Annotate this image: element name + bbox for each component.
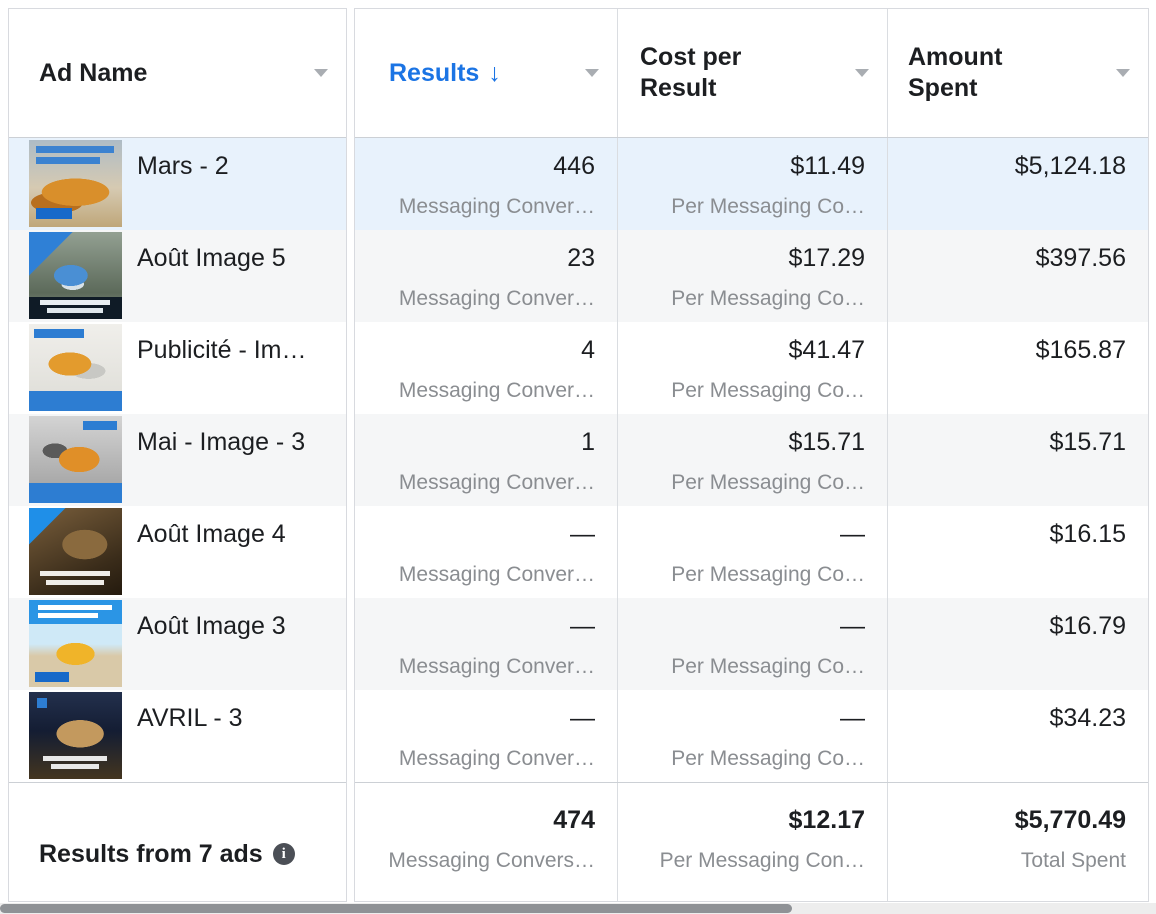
chevron-down-icon[interactable] bbox=[585, 69, 599, 77]
ad-name[interactable]: Août Image 4 bbox=[137, 520, 286, 548]
ad-name[interactable]: Août Image 3 bbox=[137, 612, 286, 640]
horizontal-scrollbar-thumb[interactable] bbox=[0, 904, 792, 913]
table-row[interactable]: — Messaging Conver… — Per Messaging Co… $3… bbox=[355, 690, 1148, 782]
cost-per-result-type: Per Messaging Co… bbox=[671, 471, 865, 494]
table-row[interactable]: — Messaging Conver… — Per Messaging Co… $1… bbox=[355, 598, 1148, 690]
ad-name-header-label: Ad Name bbox=[39, 58, 148, 87]
table-row[interactable]: Août Image 3 bbox=[9, 598, 346, 690]
results-header-label[interactable]: Results bbox=[389, 58, 480, 87]
cost-per-result-value: — bbox=[840, 704, 865, 732]
total-results-type: Messaging Convers… bbox=[388, 849, 595, 872]
total-spent-label: Total Spent bbox=[1020, 849, 1126, 872]
ad-name[interactable]: Publicité - Im… bbox=[137, 336, 307, 364]
ad-thumbnail[interactable] bbox=[29, 232, 122, 319]
frozen-column-divider bbox=[347, 8, 354, 902]
cost-per-result-value: $11.49 bbox=[790, 152, 865, 180]
results-type: Messaging Conver… bbox=[398, 471, 595, 494]
table-row[interactable]: 4 Messaging Conver… $41.47 Per Messaging C… bbox=[355, 322, 1148, 414]
total-cost-per-result-value: $12.17 bbox=[788, 806, 865, 834]
chevron-down-icon[interactable] bbox=[1116, 69, 1130, 77]
chevron-down-icon[interactable] bbox=[314, 69, 328, 77]
ad-name[interactable]: Mars - 2 bbox=[137, 152, 229, 180]
chevron-down-icon[interactable] bbox=[855, 69, 869, 77]
cost-per-result-value: — bbox=[840, 612, 865, 640]
table-row[interactable]: AVRIL - 3 bbox=[9, 690, 346, 782]
amount-spent-value: $165.87 bbox=[1035, 336, 1126, 364]
results-type: Messaging Conver… bbox=[398, 563, 595, 586]
ad-name[interactable]: AVRIL - 3 bbox=[137, 704, 243, 732]
amount-spent-column-header[interactable]: Amount Spent bbox=[887, 9, 1148, 137]
results-value: — bbox=[570, 704, 595, 732]
ad-thumbnail[interactable] bbox=[29, 140, 122, 227]
total-amount-spent-value: $5,770.49 bbox=[1014, 806, 1126, 834]
table-row[interactable]: Mars - 2 bbox=[9, 138, 346, 230]
info-icon[interactable]: i bbox=[272, 843, 295, 865]
cost-per-result-value: $41.47 bbox=[788, 336, 865, 364]
ad-name[interactable]: Août Image 5 bbox=[137, 244, 286, 272]
results-value: 1 bbox=[581, 428, 595, 456]
metrics-panel: Results ↓ Cost per Result Amount Spent 4… bbox=[354, 8, 1149, 902]
summary-label: Results from 7 ads bbox=[39, 839, 263, 868]
table-row[interactable]: Mai - Image - 3 bbox=[9, 414, 346, 506]
summary-row: 474 Messaging Convers… $12.17 Per Messagin… bbox=[355, 782, 1148, 901]
cost-per-result-type: Per Messaging Co… bbox=[671, 195, 865, 218]
total-cost-per-result-type: Per Messaging Con… bbox=[659, 849, 865, 872]
amount-spent-value: $16.79 bbox=[1049, 612, 1126, 640]
amount-spent-value: $5,124.18 bbox=[1014, 152, 1126, 180]
cost-per-result-type: Per Messaging Co… bbox=[671, 563, 865, 586]
results-value: — bbox=[570, 520, 595, 548]
ad-thumbnail[interactable] bbox=[29, 416, 122, 503]
cost-per-result-type: Per Messaging Co… bbox=[671, 655, 865, 678]
summary-row: Results from 7 ads i bbox=[9, 782, 346, 901]
ad-name-panel: Ad Name Mars - 2 Août Image 5 Publicité … bbox=[8, 8, 347, 902]
amount-spent-value: $34.23 bbox=[1049, 704, 1126, 732]
ad-name-header[interactable]: Ad Name bbox=[9, 9, 346, 138]
cost-per-result-value: $17.29 bbox=[788, 244, 865, 272]
results-column-header[interactable]: Results ↓ bbox=[355, 9, 617, 137]
results-type: Messaging Conver… bbox=[398, 379, 595, 402]
cost-per-result-header-label[interactable]: Cost per Result bbox=[640, 43, 742, 102]
table-row[interactable]: — Messaging Conver… — Per Messaging Co… $1… bbox=[355, 506, 1148, 598]
horizontal-scrollbar-track[interactable] bbox=[0, 903, 1156, 914]
total-results-value: 474 bbox=[553, 806, 595, 834]
cost-per-result-type: Per Messaging Co… bbox=[671, 287, 865, 310]
table-row[interactable]: Publicité - Im… bbox=[9, 322, 346, 414]
cost-per-result-type: Per Messaging Co… bbox=[671, 747, 865, 770]
table-row[interactable]: 1 Messaging Conver… $15.71 Per Messaging C… bbox=[355, 414, 1148, 506]
table-row[interactable]: 446 Messaging Conver… $11.49 Per Messaging… bbox=[355, 138, 1148, 230]
cost-per-result-value: $15.71 bbox=[788, 428, 865, 456]
results-type: Messaging Conver… bbox=[398, 287, 595, 310]
table-row[interactable]: 23 Messaging Conver… $17.29 Per Messaging … bbox=[355, 230, 1148, 322]
amount-spent-value: $15.71 bbox=[1049, 428, 1126, 456]
amount-spent-value: $16.15 bbox=[1049, 520, 1126, 548]
results-type: Messaging Conver… bbox=[398, 747, 595, 770]
results-value: 23 bbox=[567, 244, 595, 272]
cost-per-result-value: — bbox=[840, 520, 865, 548]
amount-spent-header-label[interactable]: Amount Spent bbox=[908, 43, 1003, 102]
amount-spent-value: $397.56 bbox=[1035, 244, 1126, 272]
sort-descending-icon[interactable]: ↓ bbox=[488, 58, 501, 87]
cost-per-result-type: Per Messaging Co… bbox=[671, 379, 865, 402]
table-row[interactable]: Août Image 5 bbox=[9, 230, 346, 322]
results-type: Messaging Conver… bbox=[398, 195, 595, 218]
results-value: — bbox=[570, 612, 595, 640]
table-row[interactable]: Août Image 4 bbox=[9, 506, 346, 598]
results-type: Messaging Conver… bbox=[398, 655, 595, 678]
ad-thumbnail[interactable] bbox=[29, 324, 122, 411]
ad-thumbnail[interactable] bbox=[29, 600, 122, 687]
results-value: 4 bbox=[581, 336, 595, 364]
ad-name[interactable]: Mai - Image - 3 bbox=[137, 428, 306, 456]
ads-report-table: Ad Name Mars - 2 Août Image 5 Publicité … bbox=[8, 8, 1149, 902]
results-value: 446 bbox=[553, 152, 595, 180]
ad-thumbnail[interactable] bbox=[29, 692, 122, 779]
cost-per-result-column-header[interactable]: Cost per Result bbox=[617, 9, 887, 137]
ad-thumbnail[interactable] bbox=[29, 508, 122, 595]
